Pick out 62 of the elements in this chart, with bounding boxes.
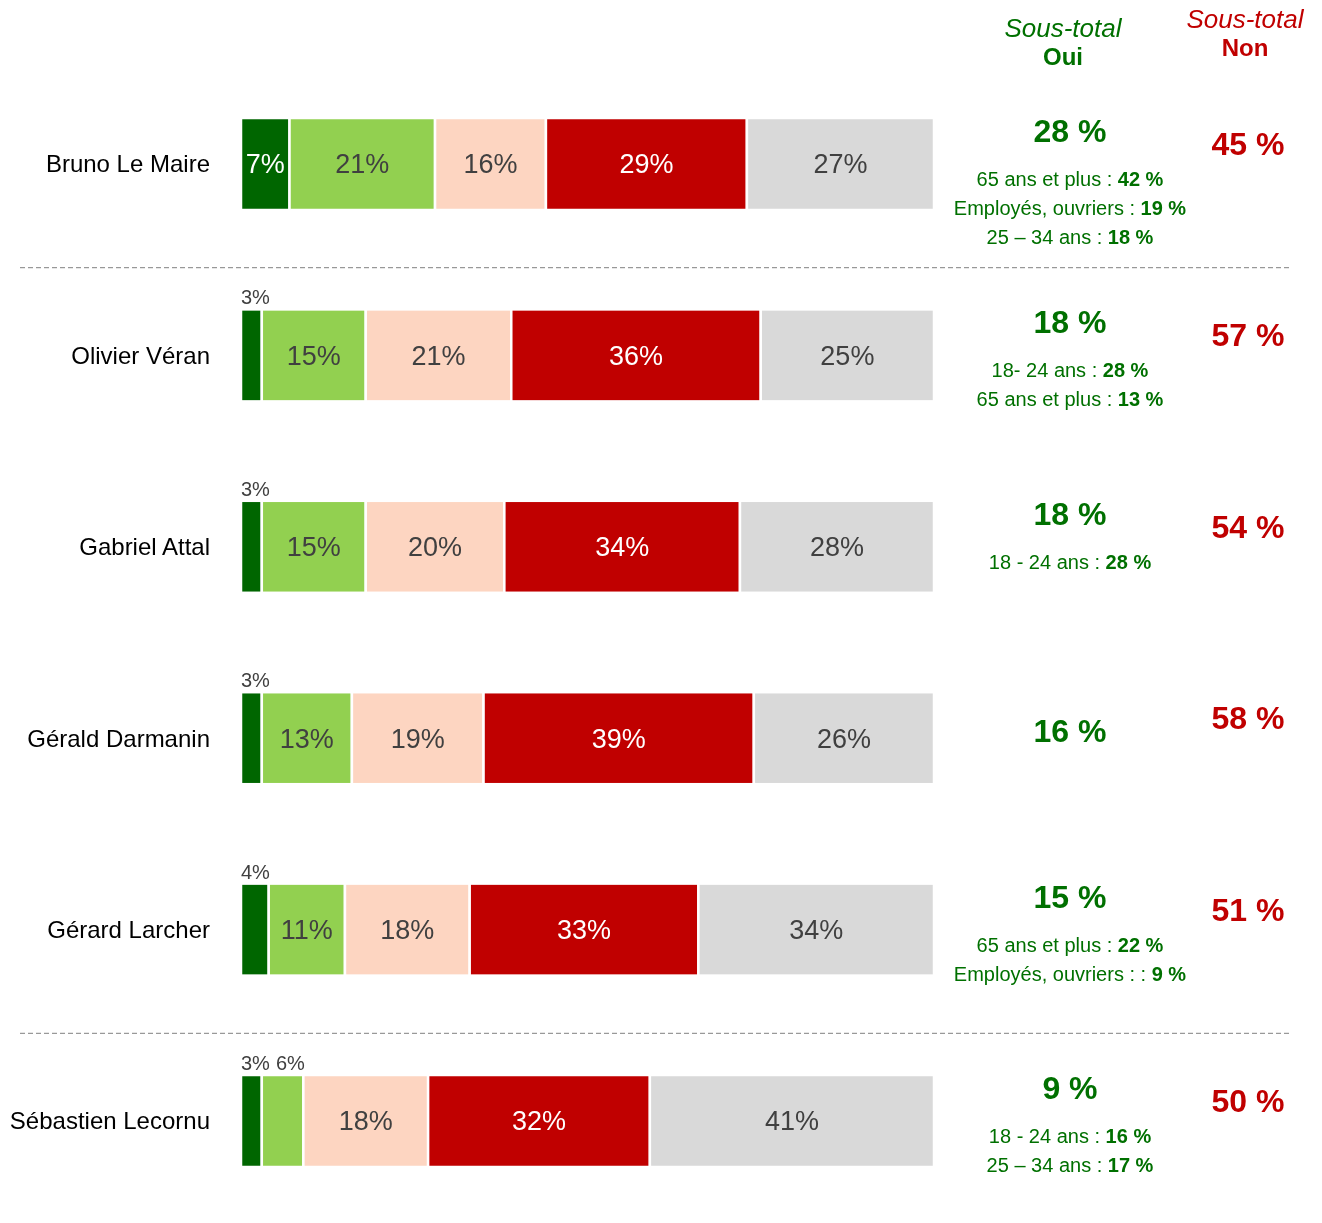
text: 28 % xyxy=(1033,113,1107,149)
data-label: 27% xyxy=(813,149,868,180)
text: 18 % xyxy=(1033,304,1107,341)
text: Oui xyxy=(1043,43,1083,70)
data-label: 18% xyxy=(338,1106,393,1137)
text: Sous-total xyxy=(1186,4,1305,34)
text: 18 - 24 ans : 16 % xyxy=(988,1125,1152,1147)
data-label: 19% xyxy=(390,723,445,754)
data-label: 28% xyxy=(809,532,864,563)
data-label: 21% xyxy=(335,149,390,180)
data-label: 16% xyxy=(463,149,518,180)
data-label: 39% xyxy=(591,723,646,754)
data-label: 36% xyxy=(608,340,664,371)
y-tick-label: Gérard Larcher xyxy=(47,916,210,943)
text: 18 - 24 ans : 28 % xyxy=(988,550,1152,573)
text: 65 ans et plus : 22 % xyxy=(976,933,1164,956)
data-label: 29% xyxy=(619,149,674,180)
text: 16 % xyxy=(1033,713,1107,750)
text: Employés, ouvriers : 19 % xyxy=(953,197,1187,219)
text: 18- 24 ans : 28 % xyxy=(991,359,1149,382)
data-label: 15% xyxy=(286,532,341,563)
data-label: 3% xyxy=(241,669,271,692)
text: 50 % xyxy=(1211,1083,1285,1119)
data-label: 11% xyxy=(280,915,333,946)
text: 15 % xyxy=(1033,878,1107,915)
data-label: 34% xyxy=(789,915,844,946)
text: 65 ans et plus : 13 % xyxy=(976,388,1164,411)
text: 51 % xyxy=(1211,891,1285,928)
y-tick-label: Bruno Le Maire xyxy=(45,150,210,178)
text: 58 % xyxy=(1211,700,1285,737)
data-label: 34% xyxy=(595,532,650,563)
data-label: 41% xyxy=(764,1106,819,1137)
y-tick-label: Gabriel Attal xyxy=(79,533,210,561)
data-label: 15% xyxy=(286,340,341,371)
data-label: 21% xyxy=(411,340,466,371)
data-label: 4% xyxy=(241,860,271,883)
text: Sous-total xyxy=(1004,13,1123,43)
data-label: 18% xyxy=(380,915,435,946)
data-label: 3% xyxy=(241,286,271,309)
text: 54 % xyxy=(1211,508,1285,545)
data-label: 33% xyxy=(557,915,612,946)
text: 65 ans et plus : 42 % xyxy=(976,168,1164,190)
data-label: 20% xyxy=(408,532,463,563)
data-label: 13% xyxy=(279,723,334,754)
data-label: 25% xyxy=(820,340,875,371)
text: 57 % xyxy=(1211,317,1285,354)
data-label: 32% xyxy=(511,1106,567,1137)
text: 45 % xyxy=(1211,126,1285,162)
y-tick-label: Olivier Véran xyxy=(71,341,210,369)
text: 18 % xyxy=(1033,495,1107,532)
text: 25 – 34 ans : 17 % xyxy=(986,1154,1154,1176)
data-label: 26% xyxy=(816,723,871,754)
data-label: 3% xyxy=(241,1052,271,1074)
y-tick-label: Sébastien Lecornu xyxy=(9,1107,210,1135)
text: 25 – 34 ans : 18 % xyxy=(986,226,1154,248)
y-tick-label: Gérald Darmanin xyxy=(27,724,210,752)
data-label: 3% xyxy=(241,477,271,500)
data-label: 7% xyxy=(245,149,285,180)
text: Non xyxy=(1221,34,1269,61)
text: 9 % xyxy=(1042,1070,1098,1106)
text: Employés, ouvriers : : 9 % xyxy=(953,962,1187,985)
data-label: 6% xyxy=(275,1052,306,1074)
